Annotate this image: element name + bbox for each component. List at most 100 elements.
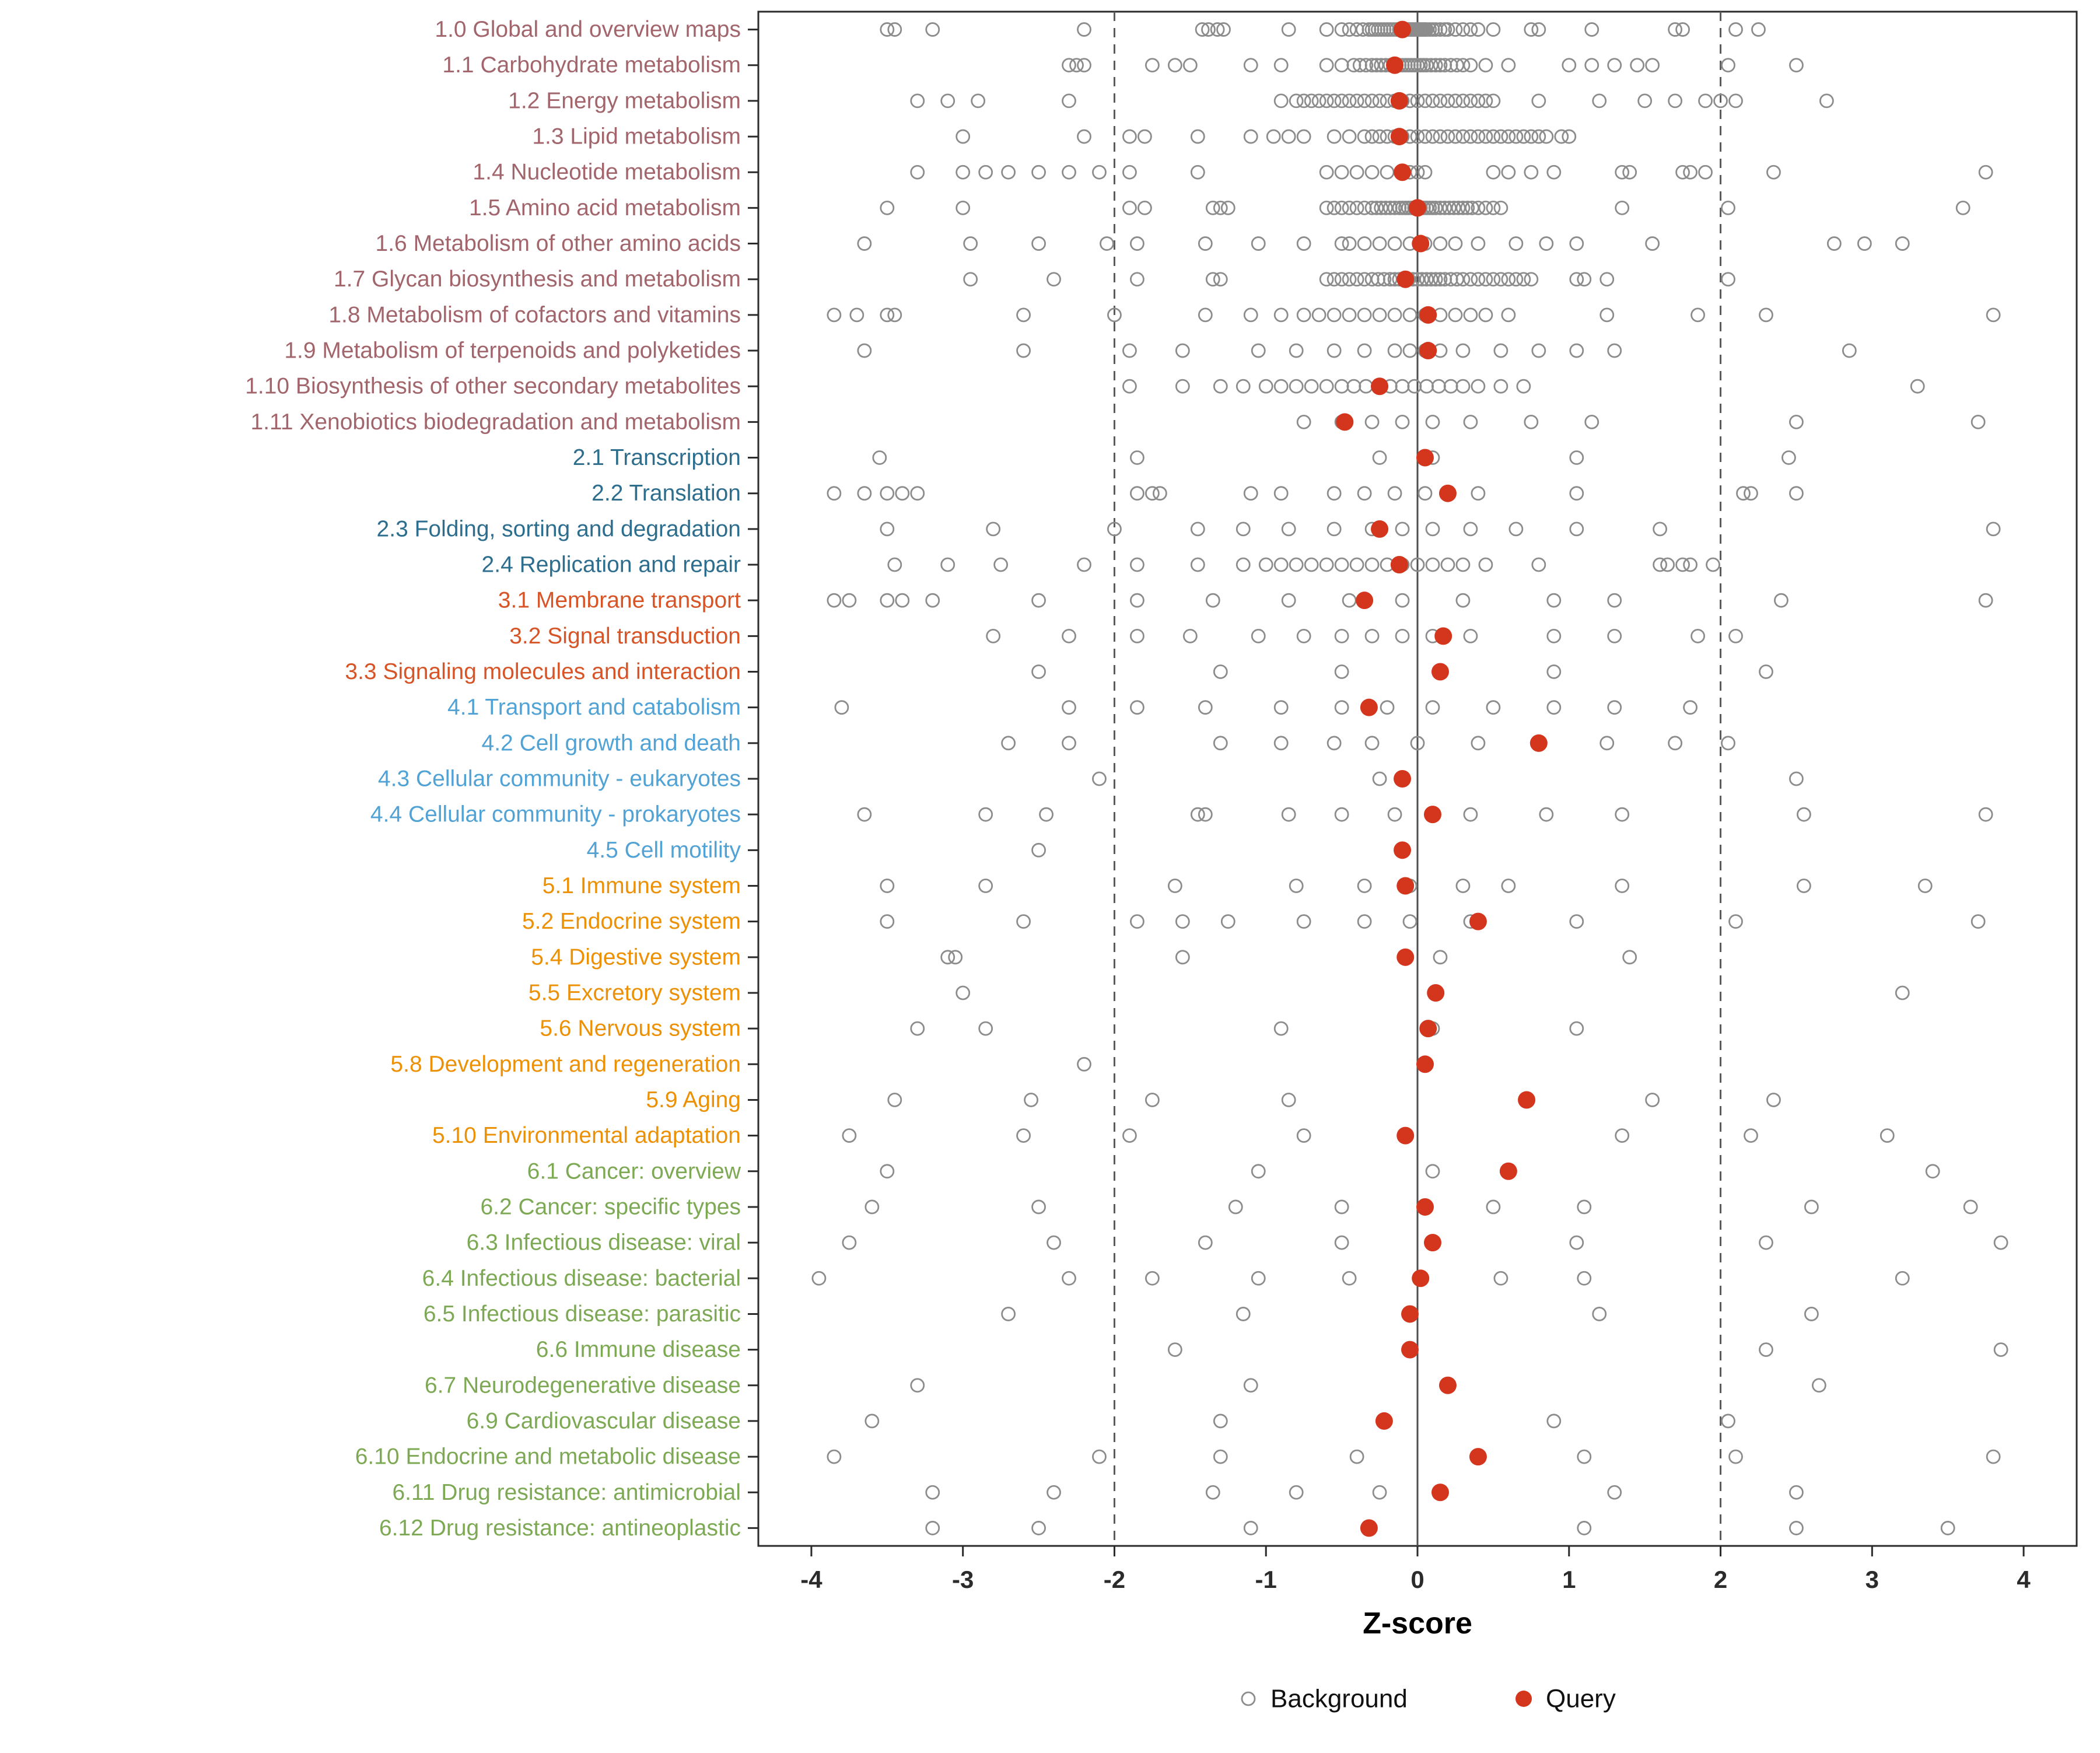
background-point: [827, 307, 842, 323]
background-point: [940, 557, 956, 572]
background-point: [1607, 593, 1622, 608]
background-point: [834, 700, 849, 715]
background-point: [1281, 1093, 1296, 1107]
background-point: [1402, 914, 1418, 929]
background-point: [1744, 486, 1758, 501]
background-point: [1789, 58, 1804, 73]
background-point: [1304, 379, 1319, 394]
background-point: [1031, 1521, 1046, 1535]
background-point: [1986, 1449, 2001, 1464]
row-label: 1.2 Energy metabolism: [508, 88, 741, 113]
background-point: [880, 593, 895, 608]
background-point: [1281, 807, 1296, 822]
background-point: [986, 522, 1001, 537]
background-point: [1251, 1271, 1266, 1286]
background-point: [880, 486, 895, 501]
background-point: [1334, 200, 1349, 215]
background-point: [1031, 236, 1046, 251]
background-point: [1501, 58, 1516, 73]
background-point: [1273, 557, 1289, 572]
background-point: [1130, 628, 1144, 643]
background-point: [1455, 379, 1471, 394]
background-point: [1296, 1128, 1311, 1143]
background-point: [1304, 557, 1319, 572]
background-point: [1721, 736, 1735, 751]
background-point: [1319, 165, 1334, 180]
row-label: 1.10 Biosynthesis of other secondary met…: [245, 374, 741, 399]
background-point: [1357, 879, 1372, 893]
query-point: [1469, 1448, 1487, 1466]
query-point: [1394, 163, 1412, 181]
background-point: [1130, 593, 1144, 608]
background-point: [1138, 200, 1152, 215]
background-point: [1251, 343, 1266, 358]
row-label: 6.4 Infectious disease: bacterial: [422, 1266, 741, 1291]
background-point: [1001, 736, 1016, 751]
background-point: [1334, 1235, 1349, 1250]
background-point: [1531, 22, 1546, 37]
background-point: [1387, 307, 1402, 323]
background-point: [1334, 807, 1349, 822]
background-point: [1774, 593, 1788, 608]
background-point: [948, 950, 963, 965]
background-point: [1501, 129, 1516, 144]
query-point: [1401, 1341, 1419, 1359]
background-point: [1062, 1271, 1076, 1286]
background-point: [1789, 771, 1804, 786]
background-point: [1372, 450, 1387, 465]
background-point: [1236, 522, 1251, 537]
background-point: [1251, 1164, 1266, 1179]
background-point: [1493, 272, 1508, 287]
query-point: [1360, 1519, 1378, 1537]
background-point: [1706, 557, 1720, 572]
background-point: [1266, 129, 1281, 144]
background-point: [1471, 736, 1486, 751]
background-point: [1607, 1485, 1622, 1500]
row-label: 2.2 Translation: [592, 481, 741, 506]
background-point: [1122, 379, 1137, 394]
background-point: [978, 879, 993, 893]
row-label: 6.2 Cancer: specific types: [480, 1194, 741, 1219]
query-point: [1427, 984, 1445, 1002]
background-point: [1273, 307, 1289, 323]
background-point: [1569, 343, 1584, 358]
background-point: [1455, 272, 1471, 287]
background-point: [1728, 1449, 1743, 1464]
background-point: [1289, 379, 1304, 394]
background-point: [1675, 22, 1690, 37]
background-point: [1486, 700, 1501, 715]
background-point: [1296, 628, 1311, 643]
background-point: [1486, 129, 1501, 144]
background-point: [1410, 557, 1425, 572]
background-point: [1273, 1021, 1289, 1036]
background-point: [925, 22, 940, 37]
background-point: [1039, 807, 1054, 822]
row-label: 4.4 Cellular community - prokaryotes: [370, 802, 741, 827]
background-point: [842, 1128, 857, 1143]
background-point: [1349, 1449, 1364, 1464]
query-point: [1412, 235, 1430, 253]
background-point: [1577, 1271, 1592, 1286]
background-point: [1690, 628, 1705, 643]
background-point: [1326, 736, 1342, 751]
background-point: [1577, 1449, 1592, 1464]
background-point: [1062, 93, 1076, 109]
background-point: [1562, 58, 1577, 73]
background-point: [1395, 522, 1410, 537]
background-point: [1296, 93, 1311, 109]
row-label: 6.9 Cardiovascular disease: [467, 1408, 741, 1433]
query-point: [1336, 413, 1354, 431]
background-point: [1569, 236, 1584, 251]
query-point: [1396, 948, 1415, 966]
background-point: [1145, 486, 1160, 501]
background-point: [1281, 129, 1296, 144]
background-point: [1364, 628, 1380, 643]
background-point: [1216, 22, 1231, 37]
background-point: [956, 200, 971, 215]
background-point: [1213, 1449, 1228, 1464]
background-point: [1334, 165, 1349, 180]
background-point: [1296, 914, 1311, 929]
background-point: [1425, 129, 1440, 144]
background-point: [1766, 165, 1781, 180]
row-label: 5.1 Immune system: [542, 873, 741, 898]
